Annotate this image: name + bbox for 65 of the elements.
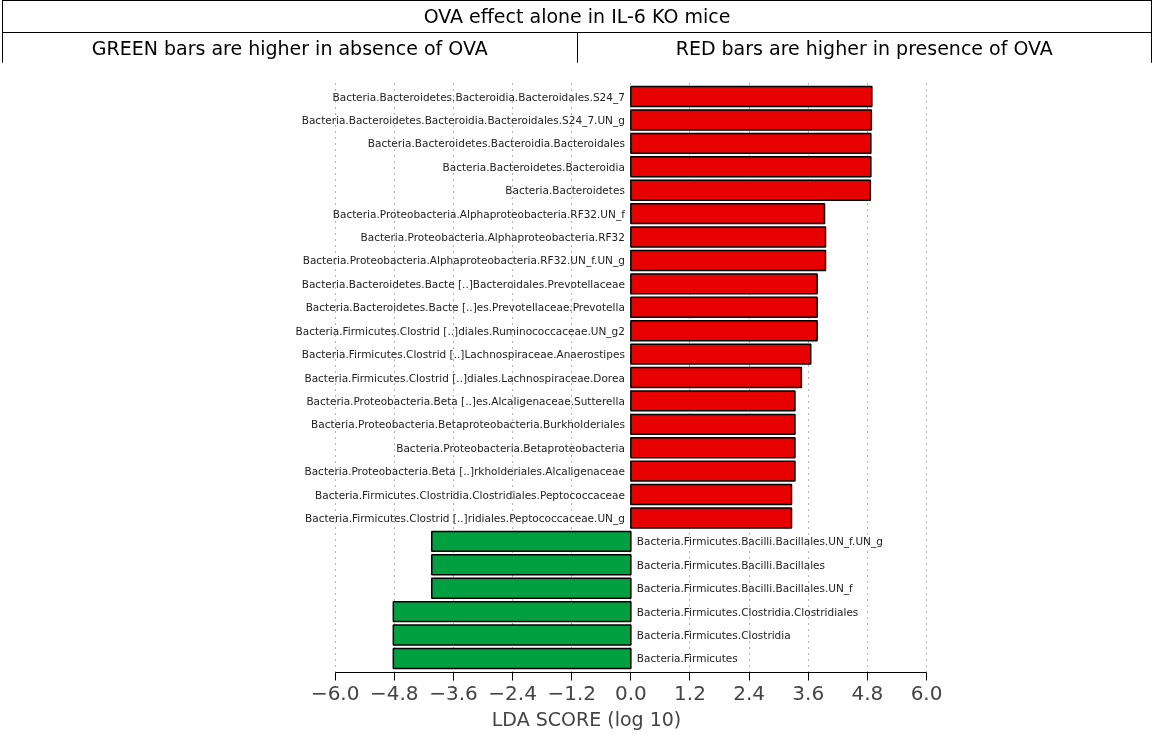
x-tick-label: 1.2	[674, 680, 706, 705]
y-tick-label: Bacteria.Bacteroidetes.Bacteroidia.Bacteroidales.S24_7	[332, 90, 625, 104]
y-tick-label: Bacteria.Firmicutes.Clostrid [..]diales.Lachnospiraceae.Dorea	[304, 371, 625, 384]
bar	[630, 202, 826, 225]
bar	[630, 390, 796, 412]
y-tick-label: Bacteria.Bacteroidetes.Bacteroidia.Bacteroidales	[367, 137, 625, 150]
y-tick-label: Bacteria.Firmicutes.Clostridia.Clostridiales	[636, 605, 859, 618]
y-tick-label: Bacteria.Firmicutes	[636, 652, 738, 665]
x-tick-label: 0.0	[614, 680, 647, 705]
y-tick-label: Bacteria.Proteobacteria.Alphaproteobacteria.RF32	[360, 231, 625, 244]
bar	[630, 85, 873, 108]
x-tick-label: 2.4	[733, 680, 766, 705]
y-tick-label: Bacteria.Firmicutes.Bacilli.Bacillales.UN_f	[636, 582, 854, 596]
y-tick-label: Bacteria.Firmicutes.Bacilli.Bacillales	[636, 558, 825, 571]
y-tick-label: Bacteria.Proteobacteria.Alphaproteobacteria.RF32.UN_f.UN_g	[302, 254, 625, 268]
y-tick-label: Bacteria.Proteobacteria.Betaproteobacteria	[396, 441, 625, 454]
y-tick-label: Bacteria.Bacteroidetes.Bacteroidia	[442, 160, 625, 173]
bar	[630, 273, 818, 295]
y-tick-label: Bacteria.Bacteroidetes.Bacte [..]es.Prevotellaceae.Prevotella	[305, 301, 625, 314]
y-tick-label: Bacteria.Bacteroidetes.Bacte [..]Bacteroidales.Prevotellaceae	[301, 277, 625, 290]
bar	[431, 530, 632, 553]
bar	[630, 179, 872, 201]
x-tick-label: 3.6	[792, 680, 825, 705]
bar	[431, 577, 632, 599]
text: RED bars are higher in presence of OVA	[577, 32, 1152, 65]
y-tick-label: Bacteria.Firmicutes.Clostridia.Clostridiales.Peptococcaceae	[315, 488, 625, 501]
bar	[630, 366, 803, 389]
bar	[630, 249, 827, 272]
x-tick-label: −4.8	[370, 680, 419, 705]
chart-title: OVA effect alone in IL-6 KO mice	[2, 0, 1152, 33]
y-tick-label: Bacteria.Proteobacteria.Alphaproteobacteria.RF32.UN_f	[332, 207, 626, 221]
x-tick-label: −2.4	[488, 680, 537, 705]
bar	[630, 413, 796, 436]
bar	[392, 647, 632, 670]
y-tick-label: Bacteria.Bacteroidetes	[505, 184, 625, 197]
y-tick-label: Bacteria.Bacteroidetes.Bacteroidia.Bacteroidales.S24_7.UN_g	[301, 113, 625, 127]
x-tick-label: −6.0	[310, 680, 360, 705]
bar	[630, 109, 873, 131]
bar	[392, 624, 632, 646]
bar	[630, 483, 793, 506]
y-tick-label: Bacteria.Proteobacteria.Beta [..]rkholderiales.Alcaligenaceae	[304, 465, 625, 478]
bar	[630, 343, 812, 365]
y-tick-label: Bacteria.Proteobacteria.Beta [..]es.Alcaligenaceae.Sutterella	[306, 394, 625, 407]
y-tick-label: Bacteria.Firmicutes.Clostrid [..]ridiales.Peptococcaceae.UN_g	[305, 511, 625, 525]
y-tick-label: Bacteria.Firmicutes.Bacilli.Bacillales.UN_f.UN_g	[636, 535, 883, 549]
x-tick-label: 4.8	[851, 680, 884, 705]
bar	[630, 132, 872, 155]
bar	[630, 507, 793, 529]
y-tick-label: Bacteria.Firmicutes.Clostridia	[636, 629, 791, 642]
x-tick-label: −1.2	[547, 680, 597, 705]
bar	[630, 156, 872, 178]
bar	[431, 554, 632, 576]
bar	[392, 600, 632, 623]
bar	[630, 319, 818, 342]
y-tick-label: Bacteria.Proteobacteria.Betaproteobacteria.Burkholderiales	[311, 418, 625, 431]
y-tick-label: Bacteria.Firmicutes.Clostrid [..]diales.Ruminococcaceae.UN_g2	[295, 324, 625, 338]
bar	[630, 226, 827, 248]
x-tick-label: 6.0	[910, 680, 943, 705]
bar	[630, 296, 818, 318]
y-tick-label: Bacteria.Firmicutes.Clostrid [..]Lachnospiraceae.Anaerostipes	[301, 348, 625, 361]
x-axis-title: LDA SCORE (log 10)	[491, 707, 682, 730]
x-tick-label: −3.6	[429, 680, 478, 705]
bar	[630, 460, 796, 482]
text: GREEN bars are higher in absence of OVA	[2, 32, 577, 65]
bar	[630, 437, 796, 459]
